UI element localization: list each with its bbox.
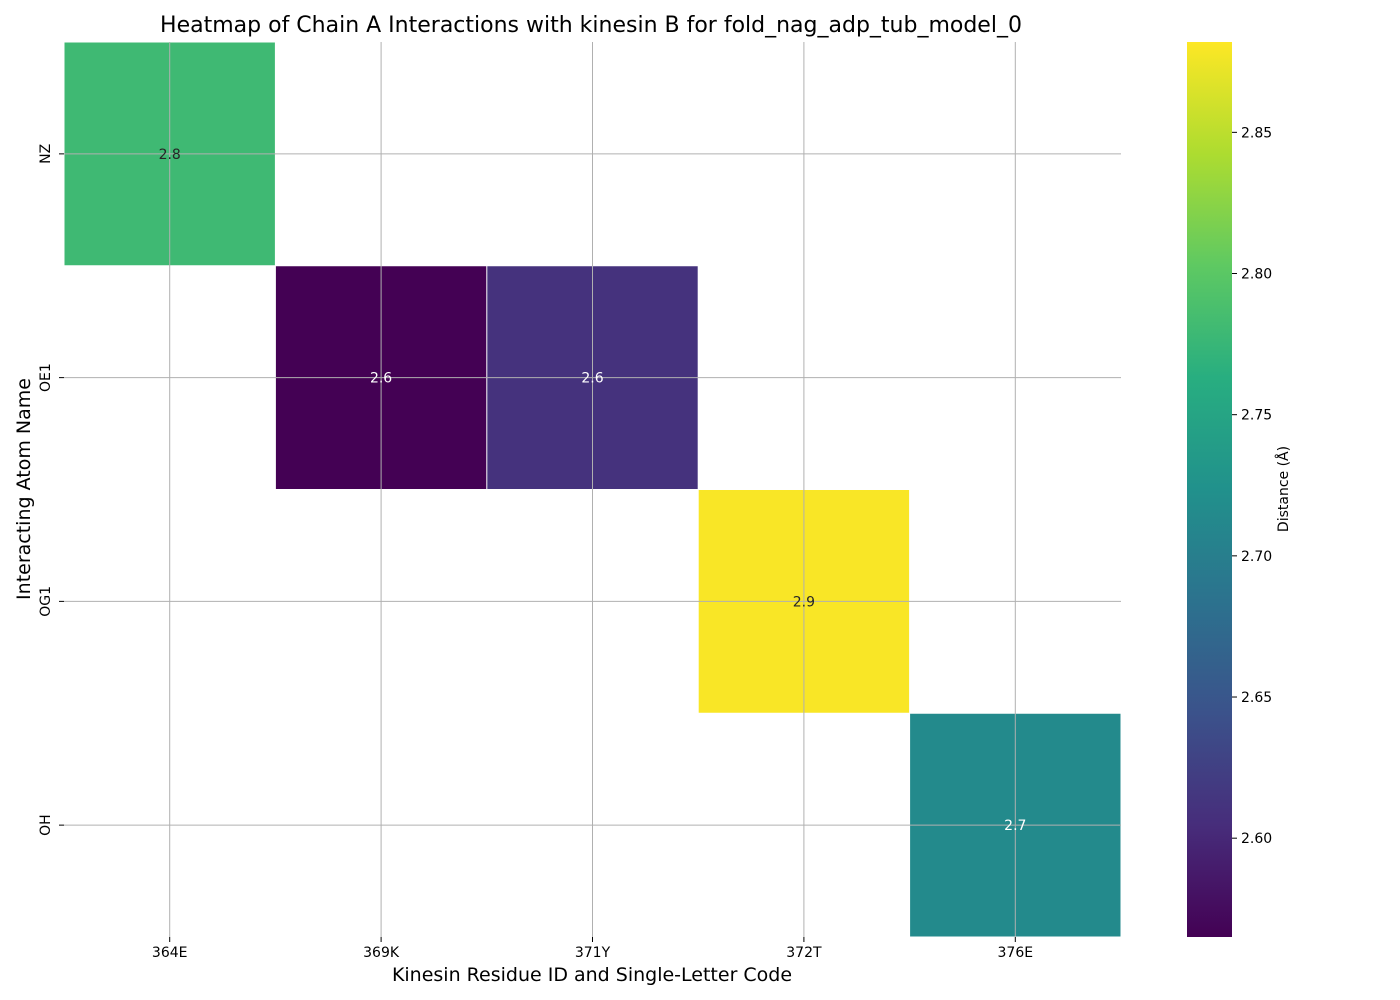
colorbar-ticks: 2.60 2.65 2.70 2.75 2.80 2.85	[1232, 125, 1272, 847]
colorbar-tick-label: 2.65	[1241, 690, 1272, 706]
y-tick-label: NZ	[38, 144, 54, 164]
cell-value-label: 2.6	[370, 371, 392, 387]
x-tick-label: 369K	[363, 945, 400, 961]
cell-value-label: 2.6	[581, 371, 603, 387]
x-axis-ticks: 364E 369K 371Y 372T 376E	[152, 937, 1033, 961]
x-tick-label: 372T	[786, 945, 822, 961]
colorbar-tick-label: 2.85	[1241, 125, 1272, 141]
colorbar	[1187, 42, 1232, 937]
x-axis-label: Kinesin Residue ID and Single-Letter Cod…	[392, 964, 792, 986]
y-tick-label: OE1	[38, 363, 54, 392]
x-tick-label: 376E	[998, 945, 1034, 961]
y-axis-label: Interacting Atom Name	[13, 378, 35, 600]
colorbar-tick-label: 2.60	[1241, 831, 1272, 847]
cell-value-label: 2.7	[1004, 818, 1026, 834]
colorbar-tick-label: 2.75	[1241, 408, 1272, 424]
chart-title: Heatmap of Chain A Interactions with kin…	[160, 13, 1022, 38]
y-tick-label: OG1	[38, 586, 54, 617]
colorbar-label: Distance (Å)	[1275, 446, 1292, 532]
colorbar-tick-label: 2.70	[1241, 549, 1272, 565]
x-tick-label: 371Y	[575, 945, 611, 961]
cell-labels: 2.8 2.6 2.6 2.9 2.7	[159, 147, 1027, 834]
y-axis-ticks: NZ OE1 OG1 OH	[38, 144, 64, 836]
y-tick-label: OH	[38, 814, 54, 836]
x-tick-label: 364E	[152, 945, 188, 961]
cell-value-label: 2.9	[793, 594, 815, 610]
colorbar-tick-label: 2.80	[1241, 267, 1272, 283]
grid-lines	[64, 42, 1121, 937]
cell-value-label: 2.8	[159, 147, 181, 163]
